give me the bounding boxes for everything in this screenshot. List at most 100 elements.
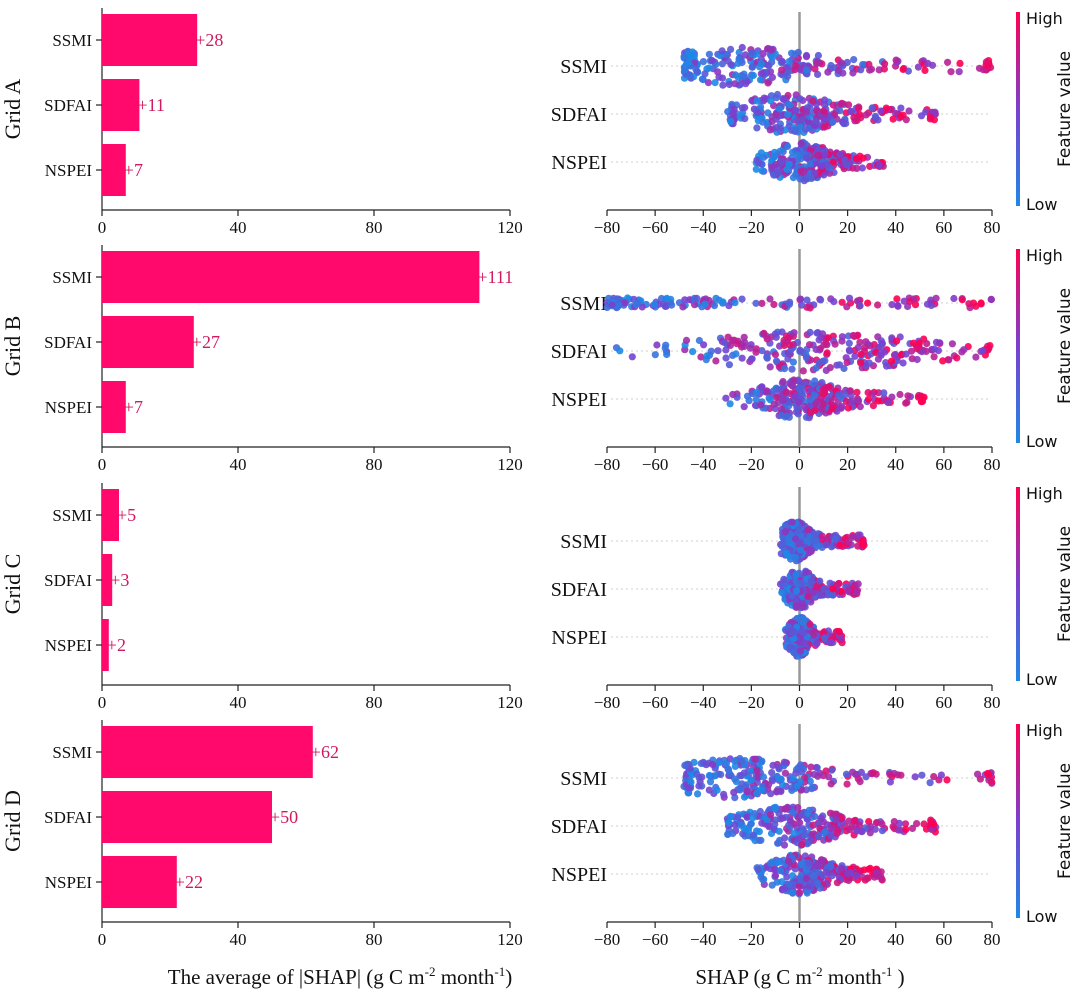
swarm-point <box>859 154 867 162</box>
swarm-x-tick-label: −60 <box>642 455 669 474</box>
swarm-point <box>821 357 829 365</box>
swarm-point <box>758 167 766 175</box>
swarm-point <box>783 550 791 558</box>
swarm-point <box>727 61 735 69</box>
swarm-x-tick-label: 0 <box>795 693 804 712</box>
swarm-point <box>817 856 826 864</box>
swarm-point <box>836 541 844 549</box>
swarm-point <box>892 56 900 64</box>
swarm-point <box>858 164 867 172</box>
bar-feature-label: SDFAI <box>44 96 92 115</box>
swarm-point <box>907 347 916 355</box>
swarm-point <box>906 297 914 305</box>
swarm-point <box>725 302 733 310</box>
swarm-point <box>628 353 636 361</box>
swarm-point <box>947 68 955 76</box>
colorbar-low-label: Low <box>1026 907 1058 926</box>
swarm-point <box>880 65 889 73</box>
swarm-point <box>768 881 776 889</box>
swarm-x-tick-label: −80 <box>594 218 621 237</box>
swarm-point <box>792 126 800 134</box>
swarm-point <box>734 59 742 67</box>
bar-x-tick-label: 120 <box>497 218 523 237</box>
swarm-point <box>807 763 815 771</box>
swarm-point <box>781 834 789 842</box>
swarm-point <box>651 351 659 359</box>
swarm-point <box>783 873 791 881</box>
swarm-point <box>758 347 766 355</box>
swarm-point <box>888 393 896 401</box>
swarm-point <box>715 73 723 81</box>
swarm-point <box>926 779 934 787</box>
swarm-point <box>774 839 782 847</box>
swarm-point <box>767 790 775 798</box>
swarm-point <box>803 875 811 883</box>
swarm-point <box>822 366 830 374</box>
swarm-point <box>745 397 753 405</box>
swarm-point <box>835 66 843 75</box>
swarm-point <box>829 118 837 126</box>
right-x-axis-label: SHAP (g C m-2 month-1 ) <box>695 964 904 989</box>
swarm-point <box>847 107 855 116</box>
swarm-point <box>828 404 836 412</box>
swarm-point <box>798 841 806 849</box>
swarm-point <box>822 340 830 348</box>
swarm-point <box>777 775 785 783</box>
swarm-x-tick-label: 60 <box>935 455 952 474</box>
swarm-point <box>824 589 833 597</box>
swarm-feature-label: NSPEI <box>551 864 607 886</box>
swarm-point <box>790 329 798 337</box>
swarm-point <box>796 384 804 392</box>
swarm-point <box>853 155 861 163</box>
bar-feature-label: SDFAI <box>44 571 92 590</box>
swarm-point <box>608 301 616 309</box>
swarm-point <box>851 352 859 360</box>
swarm-point <box>821 828 829 836</box>
grid-label: Grid D <box>0 790 25 852</box>
swarm-point <box>804 592 812 601</box>
swarm-point <box>729 829 737 838</box>
swarm-point <box>874 397 882 405</box>
swarm-point <box>884 398 892 407</box>
swarm-point <box>855 104 863 112</box>
swarm-point <box>835 627 843 636</box>
swarm-point <box>857 350 865 358</box>
swarm-point <box>806 620 814 628</box>
swarm-point <box>889 115 897 123</box>
swarm-point <box>817 296 825 304</box>
swarm-point <box>829 101 837 109</box>
swarm-point <box>771 351 780 359</box>
swarm-point <box>768 46 776 54</box>
swarm-point <box>913 345 921 353</box>
swarm-point <box>797 295 805 303</box>
bar <box>102 489 119 541</box>
swarm-x-tick-label: −80 <box>594 930 621 949</box>
swarm-point <box>856 302 864 310</box>
colorbar-high-label: High <box>1026 246 1063 265</box>
swarm-point <box>869 402 878 410</box>
swarm-point <box>855 821 863 829</box>
swarm-point <box>755 836 763 845</box>
panel-3: Grid C 0 40 80 120 SSMI +5 SDFAI +3 NSPEI +2 −80 −60… <box>0 483 1075 712</box>
bar <box>102 791 272 843</box>
swarm-feature-label: SDFAI <box>551 341 607 363</box>
bar <box>102 619 109 671</box>
swarm-point <box>812 537 821 545</box>
bar-feature-label: SSMI <box>52 31 92 50</box>
bar-feature-label: SDFAI <box>44 333 92 352</box>
swarm-feature-label: NSPEI <box>551 627 607 649</box>
swarm-point <box>853 164 861 172</box>
swarm-point <box>843 780 851 788</box>
swarm-x-tick-label: −60 <box>642 930 669 949</box>
colorbar <box>1016 12 1020 206</box>
swarm-point <box>763 353 771 361</box>
bar-feature-label: NSPEI <box>45 398 93 417</box>
swarm-point <box>747 355 756 363</box>
swarm-point <box>806 304 814 312</box>
swarm-point <box>738 354 746 362</box>
swarm-point <box>803 815 811 823</box>
colorbar-low-label: Low <box>1026 432 1058 451</box>
panel-2: Grid B 0 40 80 120 SSMI +111 SDFAI +27 NSPEI +7 −80… <box>0 245 1075 474</box>
swarm-point <box>842 397 850 406</box>
bar-x-tick-label: 120 <box>497 693 523 712</box>
